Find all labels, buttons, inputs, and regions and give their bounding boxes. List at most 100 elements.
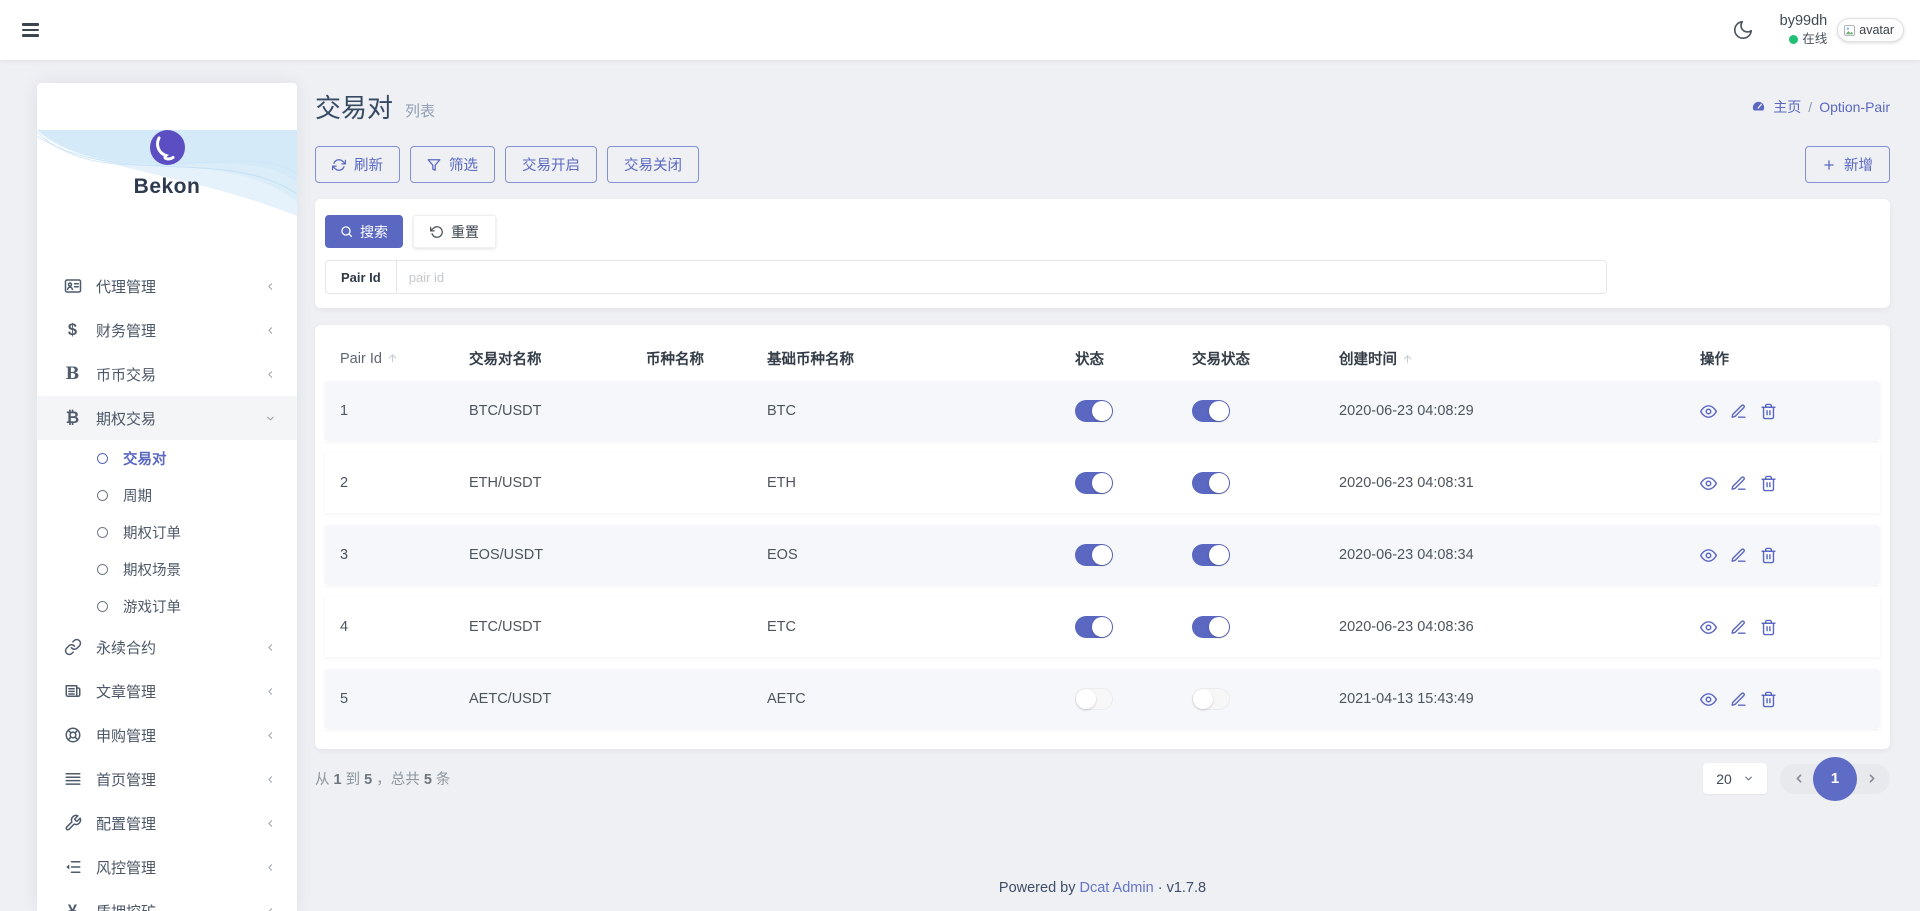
view-button[interactable] — [1700, 475, 1717, 492]
edit-button[interactable] — [1730, 475, 1747, 492]
sidebar-item[interactable]: 配置管理 — [37, 801, 297, 845]
column-header-trade-status: 交易状态 — [1192, 352, 1250, 368]
current-page-button[interactable]: 1 — [1813, 756, 1857, 801]
sidebar-item[interactable]: B 币币交易 — [37, 352, 297, 396]
footer-separator: · — [1157, 880, 1163, 896]
status-toggle[interactable] — [1075, 472, 1113, 494]
plus-icon — [1822, 158, 1836, 172]
column-header-actions: 操作 — [1700, 352, 1729, 368]
sidebar-item[interactable]: ¥ 质押挖矿 — [37, 889, 297, 911]
sidebar-item[interactable]: 文章管理 — [37, 669, 297, 713]
chevron-left-icon — [265, 730, 276, 741]
cell-pair-name: EOS/USDT — [457, 525, 634, 585]
sidebar-item[interactable]: 风控管理 — [37, 845, 297, 889]
view-button[interactable] — [1700, 547, 1717, 564]
status-toggle[interactable] — [1075, 544, 1113, 566]
column-header-created-at[interactable]: 创建时间 — [1327, 342, 1688, 369]
dark-mode-toggle[interactable] — [1732, 19, 1754, 41]
breadcrumb-home[interactable]: 主页 — [1773, 98, 1802, 115]
column-header-status: 状态 — [1075, 352, 1104, 368]
outdent-icon — [62, 858, 83, 876]
view-button[interactable] — [1700, 403, 1717, 420]
next-page-button[interactable] — [1858, 772, 1884, 785]
sidebar-item[interactable]: 永续合约 — [37, 625, 297, 669]
trade-status-toggle[interactable] — [1192, 616, 1230, 638]
chevron-left-icon — [265, 281, 276, 292]
pair-id-input[interactable] — [396, 261, 1606, 293]
table-header-row: Pair Id 交易对名称 币种名称 基础币种名称 状态 交易状态 创建时间 操作 — [325, 342, 1880, 369]
sidebar-item[interactable]: $ 财务管理 — [37, 308, 297, 352]
search-button[interactable]: 搜索 — [325, 215, 403, 248]
column-header-base-coin-name: 基础币种名称 — [767, 352, 854, 368]
prev-page-button[interactable] — [1786, 772, 1812, 785]
trade-open-button[interactable]: 交易开启 — [505, 146, 597, 183]
cell-base-coin-name: ETC — [755, 597, 1063, 657]
page-title: 交易对 — [315, 93, 394, 123]
chevron-down-icon — [265, 413, 276, 424]
trade-status-toggle[interactable] — [1192, 544, 1230, 566]
footer: Powered by Dcat Admin · v1.7.8 — [315, 880, 1890, 896]
circle-icon — [97, 453, 108, 464]
delete-button[interactable] — [1760, 691, 1777, 708]
sidebar-subitem[interactable]: 游戏订单 — [37, 588, 297, 625]
sidebar-item-label: 配置管理 — [96, 815, 157, 833]
refresh-button[interactable]: 刷新 — [315, 146, 400, 183]
sidebar-toggle-button[interactable] — [18, 19, 43, 40]
sort-asc-icon — [1402, 353, 1413, 365]
status-toggle[interactable] — [1075, 688, 1113, 710]
sidebar: Bekon 代理管理 $ 财务管理 B 币币交易 ₿ 期权交易 交易对 周期 期权订单 期权场景 游戏… — [37, 83, 297, 911]
cell-trade-status — [1180, 525, 1327, 585]
circle-icon — [97, 601, 108, 612]
cell-base-coin-name: AETC — [755, 669, 1063, 729]
delete-button[interactable] — [1760, 403, 1777, 420]
sidebar-item[interactable]: 代理管理 — [37, 264, 297, 308]
sidebar-item-label: 文章管理 — [96, 683, 157, 701]
sidebar-item-label: 期权交易 — [96, 410, 157, 428]
edit-button[interactable] — [1730, 547, 1747, 564]
page-size-select[interactable]: 20 — [1703, 763, 1767, 794]
view-button[interactable] — [1700, 619, 1717, 636]
brand-logo-icon — [149, 130, 185, 165]
trade-close-button[interactable]: 交易关闭 — [607, 146, 699, 183]
cell-pair-id: 1 — [325, 381, 457, 441]
filter-button[interactable]: 筛选 — [410, 146, 495, 183]
trade-status-toggle[interactable] — [1192, 400, 1230, 422]
delete-button[interactable] — [1760, 619, 1777, 636]
sidebar-subitem[interactable]: 期权订单 — [37, 514, 297, 551]
edit-button[interactable] — [1730, 691, 1747, 708]
chevron-left-icon — [265, 642, 276, 653]
trade-status-toggle[interactable] — [1192, 472, 1230, 494]
avatar[interactable]: avatar — [1837, 18, 1904, 42]
cell-pair-name: AETC/USDT — [457, 669, 634, 729]
create-button[interactable]: 新增 — [1805, 146, 1890, 183]
delete-button[interactable] — [1760, 547, 1777, 564]
cell-actions — [1688, 597, 1880, 657]
table-body: 1 BTC/USDT BTC 2020-06-23 04:08:29 2 ETH/USDT… — [325, 381, 1880, 729]
sidebar-subitem[interactable]: 期权场景 — [37, 551, 297, 588]
reset-button[interactable]: 重置 — [413, 215, 496, 248]
sidebar-item[interactable]: ₿ 期权交易 — [37, 396, 297, 440]
column-header-pair-id[interactable]: Pair Id — [325, 342, 457, 369]
cell-pair-name: ETH/USDT — [457, 453, 634, 513]
cell-base-coin-name: ETH — [755, 453, 1063, 513]
sidebar-item[interactable]: 首页管理 — [37, 757, 297, 801]
status-toggle[interactable] — [1075, 616, 1113, 638]
cell-status — [1063, 669, 1180, 729]
cell-coin-name — [634, 597, 755, 657]
edit-button[interactable] — [1730, 403, 1747, 420]
chevron-left-icon — [265, 325, 276, 336]
sidebar-subitem[interactable]: 周期 — [37, 477, 297, 514]
view-button[interactable] — [1700, 691, 1717, 708]
dcat-admin-link[interactable]: Dcat Admin — [1079, 880, 1154, 896]
status-toggle[interactable] — [1075, 400, 1113, 422]
user-menu[interactable]: by99dh 在线 — [1780, 12, 1828, 47]
sidebar-subitem[interactable]: 交易对 — [37, 440, 297, 477]
sidebar-item[interactable]: 申购管理 — [37, 713, 297, 757]
powered-by: Powered by — [998, 880, 1076, 896]
edit-button[interactable] — [1730, 619, 1747, 636]
cell-status — [1063, 597, 1180, 657]
cell-coin-name — [634, 525, 755, 585]
cell-trade-status — [1180, 453, 1327, 513]
delete-button[interactable] — [1760, 475, 1777, 492]
trade-status-toggle[interactable] — [1192, 688, 1230, 710]
